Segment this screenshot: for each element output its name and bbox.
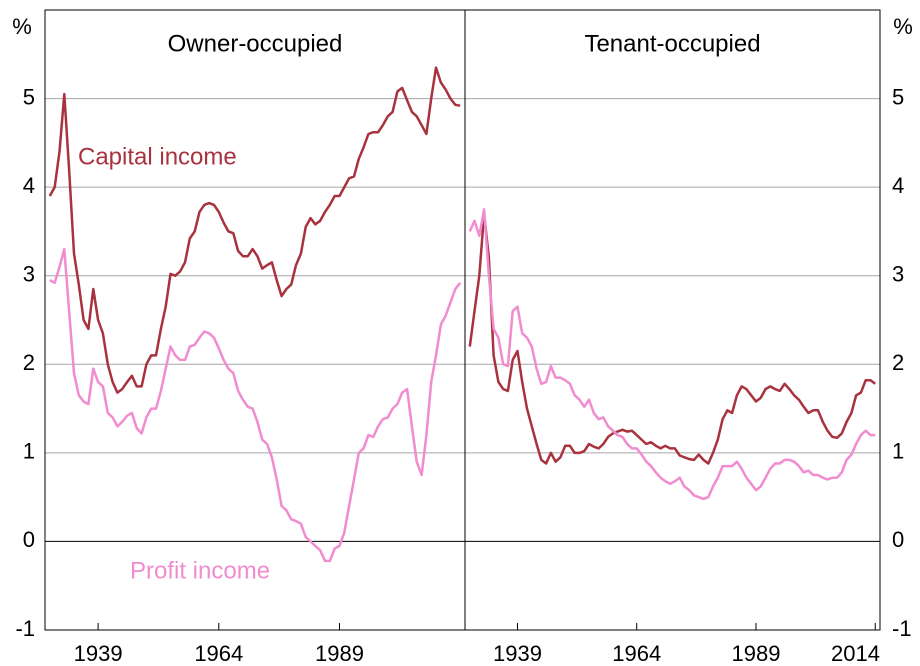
panel-title: Owner-occupied — [168, 30, 343, 57]
y-tick-label: 4 — [892, 173, 904, 198]
x-tick-label: 1939 — [74, 641, 123, 666]
x-tick-label: 2014 — [831, 641, 880, 666]
y-tick-label: 0 — [892, 527, 904, 552]
y-tick-label: 2 — [892, 350, 904, 375]
y-tick-label: 0 — [23, 527, 35, 552]
y-tick-label: 4 — [23, 173, 35, 198]
plot-frame — [44, 9, 881, 631]
y-tick-label: 3 — [23, 262, 35, 287]
y-tick-label: 1 — [892, 439, 904, 464]
x-tick-label: 1939 — [493, 641, 542, 666]
x-tick-label: 1964 — [612, 641, 661, 666]
y-axis-label: % — [12, 14, 32, 39]
series-line — [48, 66, 461, 394]
y-tick-label: 2 — [23, 350, 35, 375]
y-tick-label: 3 — [892, 262, 904, 287]
y-tick-label: 5 — [23, 84, 35, 109]
y-axis-label: % — [893, 14, 913, 39]
series-line — [468, 208, 876, 501]
legend-label: Capital income — [78, 143, 237, 170]
y-tick-label: -1 — [892, 616, 912, 641]
series-line — [468, 212, 876, 465]
legend-label: Profit income — [130, 557, 270, 584]
y-tick-label: 5 — [892, 84, 904, 109]
series-line — [49, 247, 462, 563]
x-tick-label: 1989 — [732, 641, 781, 666]
y-tick-label: 1 — [23, 439, 35, 464]
y-tick-label: -1 — [15, 616, 35, 641]
panel-title: Tenant-occupied — [584, 30, 760, 57]
x-tick-label: 1989 — [315, 641, 364, 666]
x-tick-label: 1964 — [194, 641, 243, 666]
